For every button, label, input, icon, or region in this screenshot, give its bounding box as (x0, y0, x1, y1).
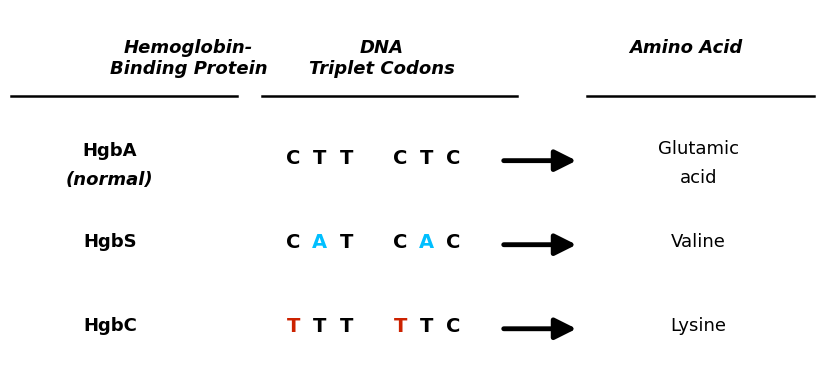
Text: T: T (420, 317, 433, 336)
Text: HgbC: HgbC (83, 317, 137, 335)
Text: Amino Acid: Amino Acid (628, 39, 742, 58)
Text: C: C (392, 149, 407, 168)
Text: Lysine: Lysine (670, 317, 725, 335)
Text: A: A (312, 233, 327, 252)
Text: T: T (339, 317, 353, 336)
Text: T: T (393, 317, 407, 336)
Text: Glutamic: Glutamic (657, 140, 739, 158)
Text: C: C (445, 317, 460, 336)
Text: C: C (445, 149, 460, 168)
Text: C: C (286, 233, 301, 252)
Text: HgbA: HgbA (83, 142, 137, 160)
Text: C: C (445, 233, 460, 252)
Text: Valine: Valine (671, 233, 725, 251)
Text: T: T (313, 317, 326, 336)
Text: T: T (286, 317, 300, 336)
Text: T: T (420, 149, 433, 168)
Text: A: A (419, 233, 434, 252)
Text: C: C (286, 149, 301, 168)
Text: T: T (339, 233, 353, 252)
Text: Hemoglobin-
Binding Protein: Hemoglobin- Binding Protein (109, 39, 267, 78)
Text: DNA
Triplet Codons: DNA Triplet Codons (308, 39, 454, 78)
Text: T: T (313, 149, 326, 168)
Text: (normal): (normal) (66, 171, 153, 189)
Text: HgbS: HgbS (83, 233, 137, 251)
Text: acid: acid (679, 169, 716, 187)
Text: T: T (339, 149, 353, 168)
Text: C: C (392, 233, 407, 252)
